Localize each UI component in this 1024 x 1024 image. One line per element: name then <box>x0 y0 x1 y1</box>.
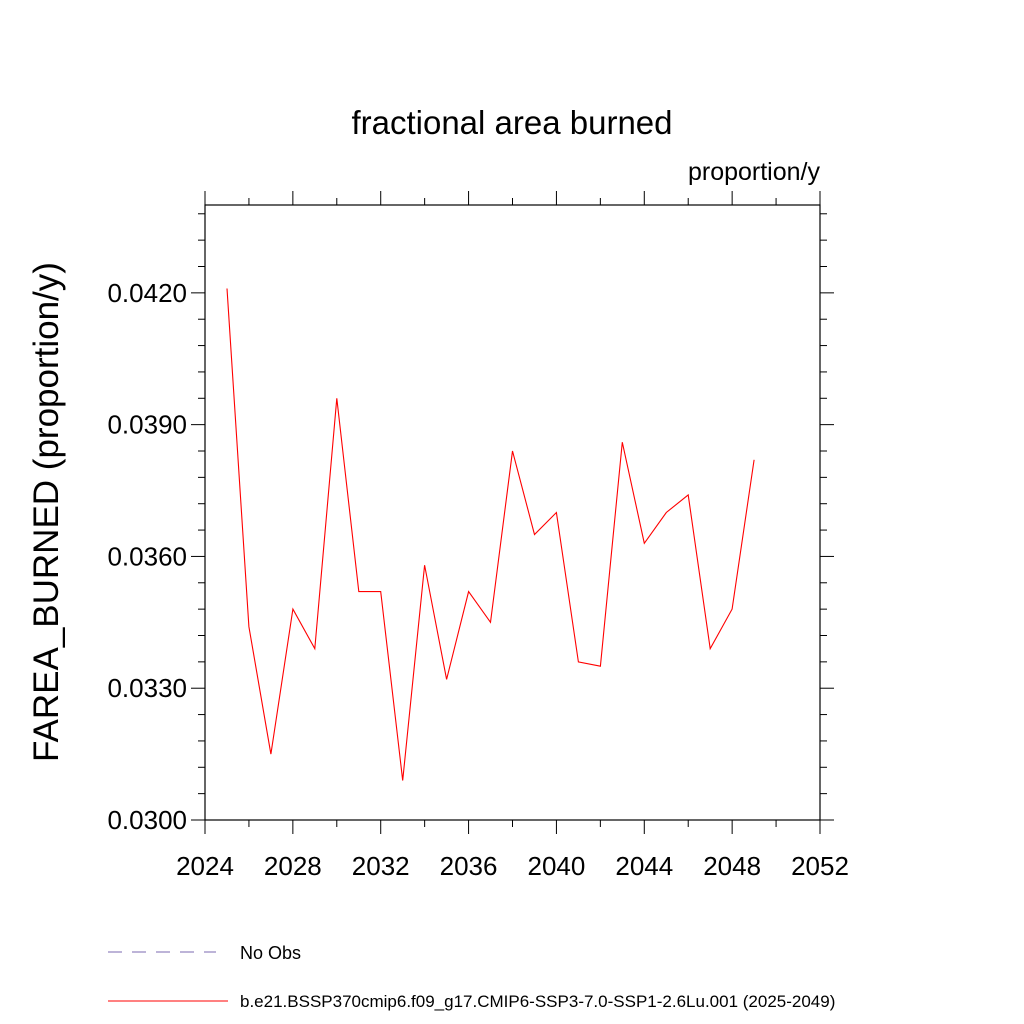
x-axis-ticks: 2024 2028 2032 2036 2040 2044 2048 2052 <box>176 191 849 881</box>
y-tick-label: 0.0390 <box>107 410 187 440</box>
series-line <box>226 288 755 781</box>
legend-label-model-run: b.e21.BSSP370cmip6.f09_g17.CMIP6-SSP3-7.… <box>240 992 835 1011</box>
y-tick-label: 0.0300 <box>107 805 187 835</box>
x-tick-label: 2024 <box>176 851 234 881</box>
plot-frame <box>204 204 821 821</box>
y-tick-label: 0.0360 <box>107 541 187 571</box>
y-tick-label: 0.0420 <box>107 278 187 308</box>
x-tick-label: 2052 <box>791 851 849 881</box>
x-tick-label: 2028 <box>264 851 322 881</box>
units-label: proportion/y <box>688 158 821 186</box>
x-tick-label: 2032 <box>352 851 410 881</box>
chart-title: fractional area burned <box>351 104 672 141</box>
x-tick-label: 2036 <box>440 851 498 881</box>
x-tick-label: 2044 <box>615 851 673 881</box>
y-axis-label: FAREA_BURNED (proportion/y) <box>27 262 66 762</box>
legend: No Obs b.e21.BSSP370cmip6.f09_g17.CMIP6-… <box>108 943 835 1011</box>
series-layer <box>226 288 755 781</box>
x-tick-label: 2040 <box>528 851 586 881</box>
y-axis-ticks: 0.0300 0.0330 0.0360 0.0390 0.0420 <box>107 213 834 835</box>
y-tick-label: 0.0330 <box>107 673 187 703</box>
legend-label-no-obs: No Obs <box>240 943 301 963</box>
x-tick-label: 2048 <box>703 851 761 881</box>
